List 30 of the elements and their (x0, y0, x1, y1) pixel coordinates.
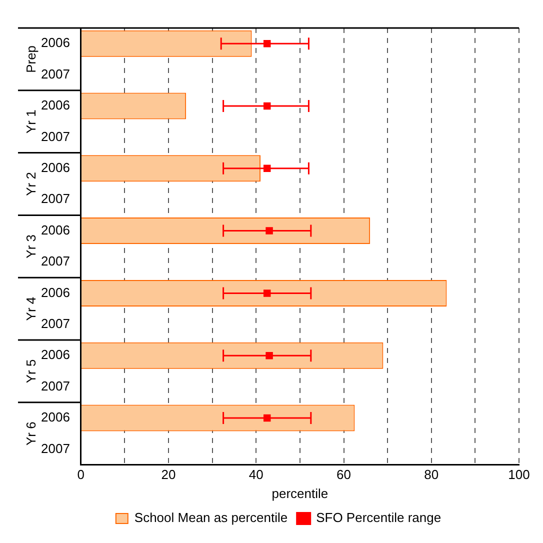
y-tick-label: 2006 (41, 222, 70, 238)
y-tick-label: 2007 (41, 191, 70, 206)
y-tick-label: 2007 (41, 316, 70, 331)
legend-label: SFO Percentile range (316, 510, 442, 526)
x-tick-label: 40 (248, 467, 264, 482)
y-tick-label: 2006 (41, 35, 70, 50)
x-tick-label: 20 (161, 467, 176, 482)
text: Yr 5 (24, 359, 39, 384)
text: Yr 6 (24, 422, 39, 446)
x-tick-label: 100 (508, 467, 530, 482)
y-tick-label: 2006 (41, 160, 70, 175)
y-tick-label: 2006 (41, 98, 70, 113)
y-tick-label: 2007 (41, 128, 70, 144)
text: Prep (24, 45, 39, 73)
text: Yr 2 (24, 172, 39, 196)
y-tick-label: 2007 (41, 254, 70, 269)
text: Yr 4 (24, 296, 39, 321)
y-tick-label: 2007 (41, 378, 70, 394)
text: Yr 1 (24, 110, 39, 134)
x-axis-title: percentile (272, 486, 328, 501)
y-tick-label: 2006 (41, 284, 70, 300)
x-tick-label: 80 (424, 467, 439, 482)
x-tick-label: 60 (336, 467, 351, 482)
y-tick-label: 2007 (41, 440, 70, 456)
y-tick-label: 2007 (41, 66, 70, 82)
y-tick-label: 2006 (41, 410, 70, 425)
x-tick-label: 0 (77, 467, 85, 482)
legend-label: School Mean as percentile (134, 510, 288, 526)
y-tick-label: 2006 (41, 347, 70, 362)
text: Yr 3 (24, 234, 39, 258)
